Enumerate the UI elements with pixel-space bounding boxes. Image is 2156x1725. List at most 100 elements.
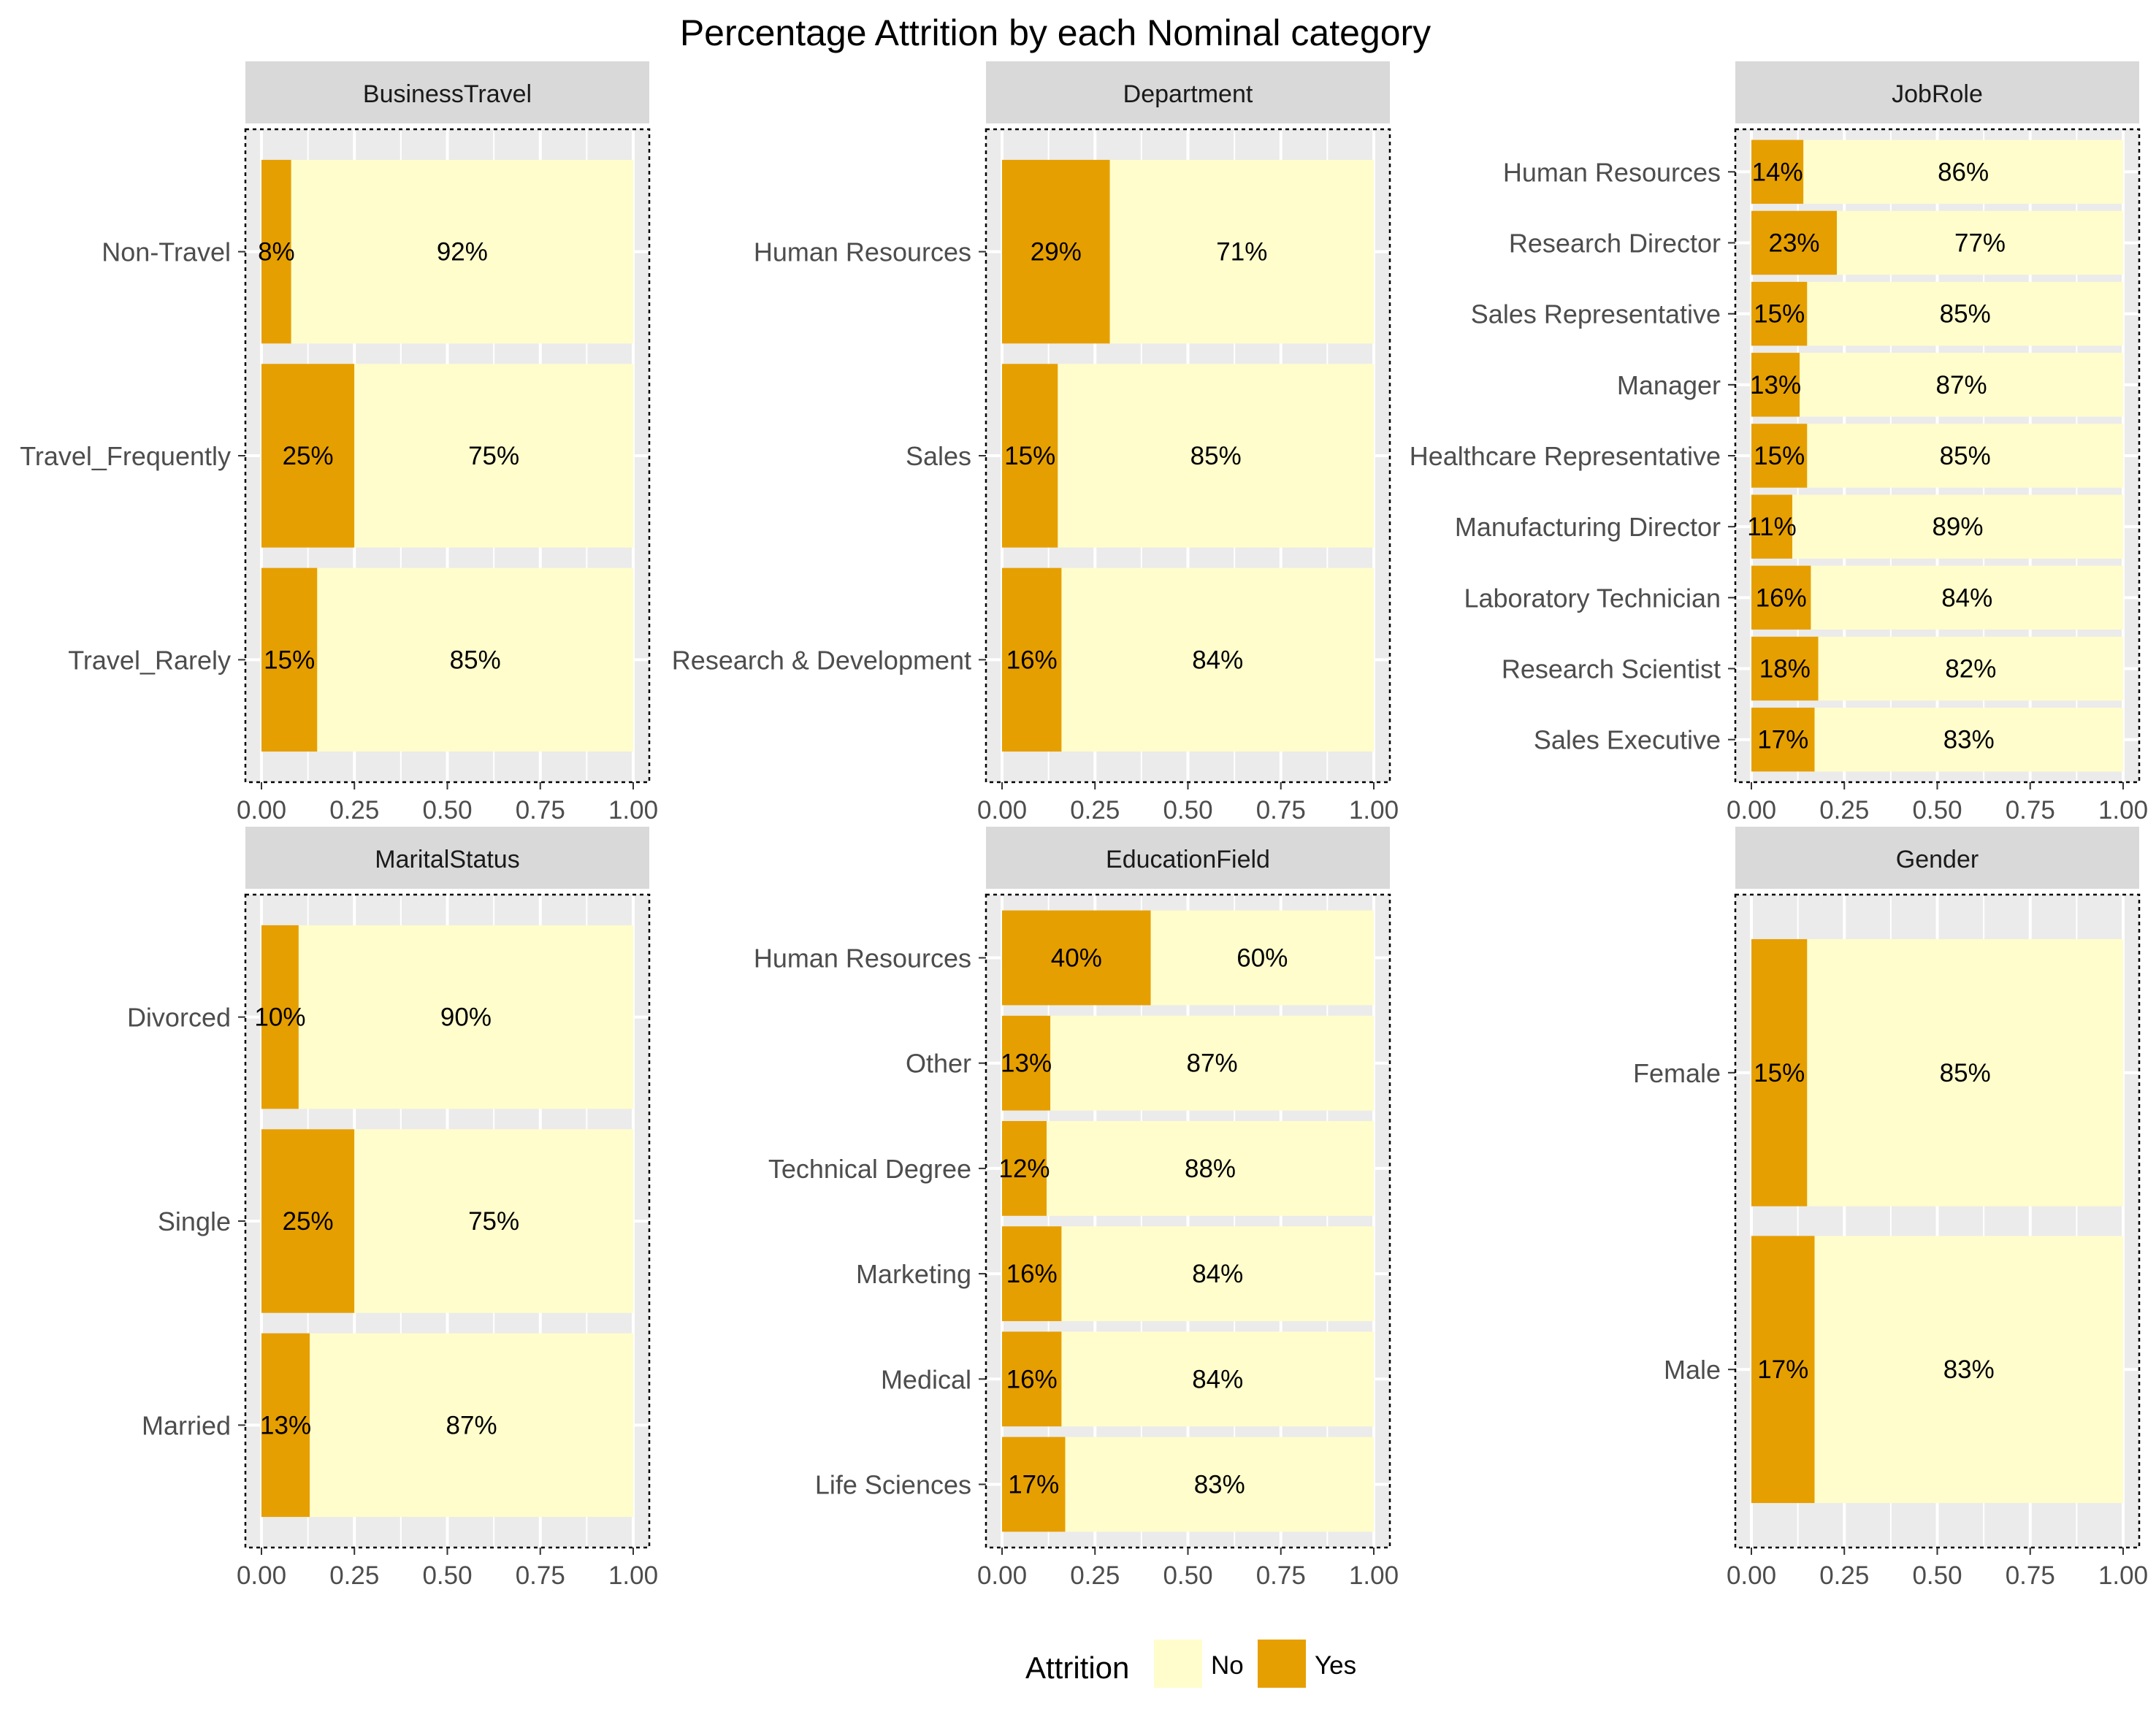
x-tick-label: 0.50 [1912, 796, 1962, 825]
bar-label-no: 85% [450, 646, 501, 674]
x-tick-label: 0.00 [1727, 796, 1776, 825]
bar-label-no: 84% [1192, 1365, 1243, 1393]
bar-no [1150, 910, 1374, 1006]
facet-panel-educationfield: EducationField 40% 60% Human Resources 13% 87… [754, 827, 1399, 1590]
bar-label-no: 85% [1940, 1059, 1991, 1087]
bar-label-yes: 15% [1754, 1059, 1805, 1087]
bar-no [310, 1333, 633, 1518]
bar-no [1814, 1236, 2123, 1504]
bar-no [1792, 494, 2123, 559]
facet-panel-gender: Gender 15% 85% Female 17% 83% Male 0.00 0.25 0.50… [1633, 827, 2148, 1590]
x-tick-label: 0.50 [1163, 1561, 1212, 1590]
bar-yes [1751, 1236, 1815, 1504]
bar-label-no: 75% [468, 1207, 519, 1236]
category-label: Marketing [856, 1259, 971, 1289]
bar-yes [261, 567, 318, 752]
facet-panel-maritalstatus: MaritalStatus 10% 90% Divorced 25% 75% Single 1… [127, 827, 658, 1590]
bar-yes [261, 364, 355, 548]
bar-yes [1751, 353, 1800, 417]
bar-no [1814, 707, 2123, 772]
bar-yes [1751, 424, 1808, 488]
facet-strip-label: Department [1123, 80, 1253, 108]
bar-label-no: 87% [446, 1411, 497, 1439]
x-tick-label: 0.75 [2006, 796, 2055, 825]
category-label: Married [142, 1410, 231, 1440]
bar-label-yes: 12% [999, 1155, 1050, 1183]
bar-label-no: 60% [1236, 944, 1288, 973]
x-tick-label: 0.25 [1819, 1561, 1869, 1590]
category-label: Human Resources [1503, 157, 1721, 187]
bar-label-yes: 16% [1006, 1365, 1058, 1393]
category-label: Manufacturing Director [1455, 512, 1721, 542]
bar-yes [1751, 707, 1815, 772]
bar-label-yes: 25% [283, 442, 334, 470]
legend: Attrition No Yes [1025, 1640, 1356, 1688]
bar-label-no: 87% [1187, 1049, 1238, 1078]
bar-label-no: 90% [440, 1003, 492, 1032]
category-label: Laboratory Technician [1464, 583, 1721, 613]
bar-label-yes: 13% [1750, 371, 1801, 399]
x-tick-label: 0.50 [1163, 796, 1212, 825]
bar-no [317, 567, 633, 752]
category-label: Technical Degree [768, 1154, 971, 1184]
bar-yes [1751, 210, 1838, 275]
bar-yes [1751, 281, 1808, 346]
x-tick-label: 0.50 [1912, 1561, 1962, 1590]
category-label: Human Resources [754, 944, 971, 974]
bar-yes [1002, 1437, 1066, 1532]
x-tick-label: 0.75 [1256, 796, 1306, 825]
bar-label-no: 92% [437, 238, 488, 267]
bar-label-no: 82% [1945, 655, 1996, 684]
facet-panel-businesstravel: BusinessTravel 8% 92% Non-Travel 25% 75% Trave… [20, 61, 658, 825]
bar-no [298, 925, 633, 1109]
bar-label-no: 83% [1943, 1355, 1995, 1384]
category-label: Sales Representative [1471, 299, 1721, 329]
bar-yes [1002, 1121, 1047, 1216]
bar-no [354, 364, 633, 548]
bar-no [1109, 159, 1374, 344]
x-tick-label: 0.50 [422, 796, 472, 825]
bar-label-yes: 29% [1031, 238, 1082, 267]
category-label: Research Scientist [1502, 654, 1721, 684]
facet-strip [245, 827, 649, 889]
legend-label-no: No [1211, 1651, 1244, 1680]
bar-label-no: 84% [1192, 1260, 1243, 1288]
category-label: Travel_Rarely [68, 645, 231, 675]
bar-yes [1002, 1331, 1062, 1427]
x-tick-label: 0.00 [977, 796, 1027, 825]
bar-yes [261, 1129, 355, 1313]
x-tick-label: 0.50 [422, 1561, 472, 1590]
facet-panel-department: Department 29% 71% Human Resources 15% 85% Sal… [672, 61, 1399, 825]
category-label: Sales [906, 441, 971, 471]
x-tick-label: 1.00 [1349, 1561, 1399, 1590]
bar-label-no: 75% [468, 442, 519, 470]
category-label: Research & Development [672, 645, 971, 675]
x-tick-label: 0.00 [237, 796, 286, 825]
bar-no [1061, 567, 1374, 752]
x-tick-label: 0.75 [2006, 1561, 2055, 1590]
facet-strip [986, 61, 1390, 123]
legend-key-no [1154, 1640, 1202, 1688]
bar-no [1837, 210, 2123, 275]
bar-label-yes: 25% [283, 1207, 334, 1236]
x-tick-label: 0.75 [516, 796, 565, 825]
facet-strip-label: BusinessTravel [363, 80, 532, 108]
x-tick-label: 0.25 [1819, 796, 1869, 825]
bar-yes [1002, 159, 1110, 344]
legend-label-yes: Yes [1315, 1651, 1356, 1680]
facet-strip-label: EducationField [1106, 846, 1270, 873]
bar-yes [1002, 910, 1151, 1006]
bar-label-yes: 17% [1757, 726, 1808, 754]
legend-title: Attrition [1025, 1651, 1129, 1685]
x-tick-label: 0.00 [977, 1561, 1027, 1590]
bar-label-no: 85% [1940, 442, 1991, 470]
category-label: Divorced [127, 1003, 231, 1033]
x-tick-label: 1.00 [2098, 796, 2148, 825]
facet-strip [1735, 61, 2139, 123]
bar-no [354, 1129, 633, 1313]
category-label: Healthcare Representative [1410, 441, 1721, 471]
bar-label-yes: 16% [1756, 584, 1807, 612]
bar-label-no: 86% [1938, 158, 1989, 186]
bar-no [1047, 1121, 1374, 1216]
